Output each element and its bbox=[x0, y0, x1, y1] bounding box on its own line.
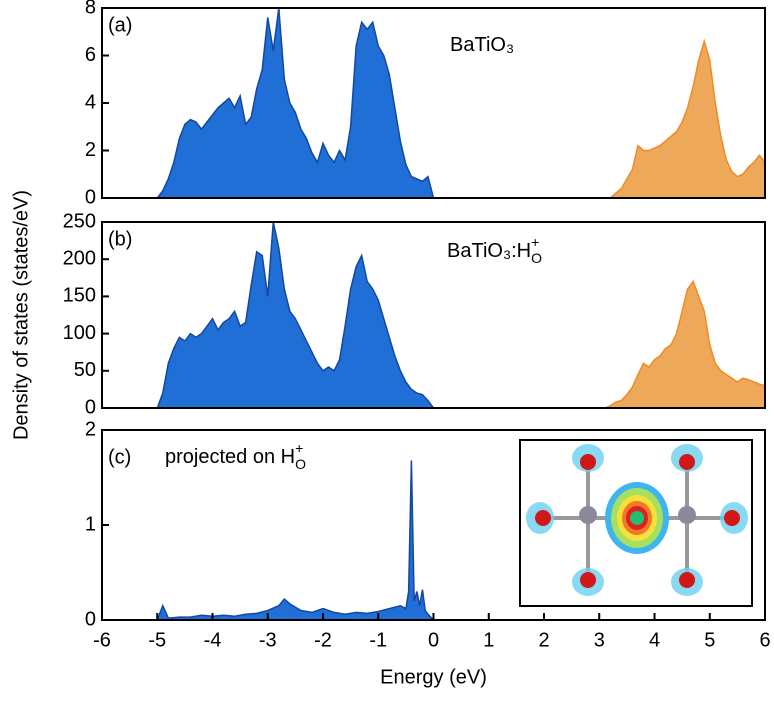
annotation-sub: O bbox=[531, 250, 542, 266]
y-tick-label: 200 bbox=[63, 247, 96, 269]
y-tick-label: 150 bbox=[63, 285, 96, 307]
panel-label: (c) bbox=[108, 446, 131, 468]
x-tick-label: -5 bbox=[148, 629, 166, 651]
y-tick-label: 1 bbox=[85, 513, 96, 535]
x-tick-label: 0 bbox=[428, 629, 439, 651]
dos-area bbox=[155, 7, 435, 199]
panel: 0 1 2 -6 -5 -4 -3 -2 -1 0 1 2 3 4 5 6 Energy (eV) (c) proj… bbox=[85, 418, 771, 688]
annotation-sup: + bbox=[531, 234, 539, 250]
annotation: BaTiO₃ bbox=[450, 34, 514, 56]
x-tick-label: -3 bbox=[259, 629, 277, 651]
panel-label: (a) bbox=[108, 14, 132, 36]
annotation-sub: O bbox=[295, 456, 306, 472]
panel: 0 2 4 6 8 (a) BaTiO₃ bbox=[85, 0, 766, 208]
y-tick-label: 100 bbox=[63, 322, 96, 344]
y-tick-label: 250 bbox=[63, 210, 96, 232]
x-tick-label: 1 bbox=[483, 629, 494, 651]
panel-label: (b) bbox=[108, 228, 132, 250]
annotation: projected on HO+ bbox=[165, 440, 306, 472]
y-tick-label: 0 bbox=[85, 186, 96, 208]
y-tick-label: 2 bbox=[85, 418, 96, 440]
x-tick-label: 3 bbox=[594, 629, 605, 651]
x-tick-label: -2 bbox=[314, 629, 332, 651]
y-tick-label: 0 bbox=[85, 608, 96, 630]
y-tick-label: 8 bbox=[85, 0, 96, 18]
x-tick-label: 6 bbox=[759, 629, 770, 651]
inset-image bbox=[519, 439, 753, 607]
dos-area bbox=[608, 38, 766, 199]
dos-area bbox=[156, 460, 436, 621]
dos-area bbox=[156, 221, 435, 409]
x-tick-label: -6 bbox=[93, 629, 111, 651]
dos-area bbox=[604, 279, 766, 409]
y-tick-label: 50 bbox=[74, 359, 96, 381]
x-tick-label: -1 bbox=[369, 629, 387, 651]
y-tick-label: 6 bbox=[85, 44, 96, 66]
annotation-sup: + bbox=[295, 440, 303, 456]
annotation-text: BaTiO₃ bbox=[450, 34, 514, 56]
panel-frame bbox=[101, 221, 766, 409]
annotation-text: BaTiO₃:H bbox=[447, 240, 531, 262]
x-tick-label: 2 bbox=[538, 629, 549, 651]
y-tick-label: 4 bbox=[85, 91, 96, 113]
annotation-text: projected on H bbox=[165, 446, 295, 468]
annotation: BaTiO₃:HO+ bbox=[447, 234, 542, 266]
y-tick-label: 0 bbox=[85, 396, 96, 418]
y-tick-label: 2 bbox=[85, 139, 96, 161]
y-axis-label: Density of states (states/eV) bbox=[10, 190, 32, 440]
x-axis-label: Energy (eV) bbox=[380, 666, 487, 688]
x-tick-label: -4 bbox=[204, 629, 222, 651]
x-tick-label: 4 bbox=[649, 629, 660, 651]
panel: 0 50 100 150 200 250 Density of states (states… bbox=[10, 190, 766, 440]
x-tick-label: 5 bbox=[704, 629, 715, 651]
